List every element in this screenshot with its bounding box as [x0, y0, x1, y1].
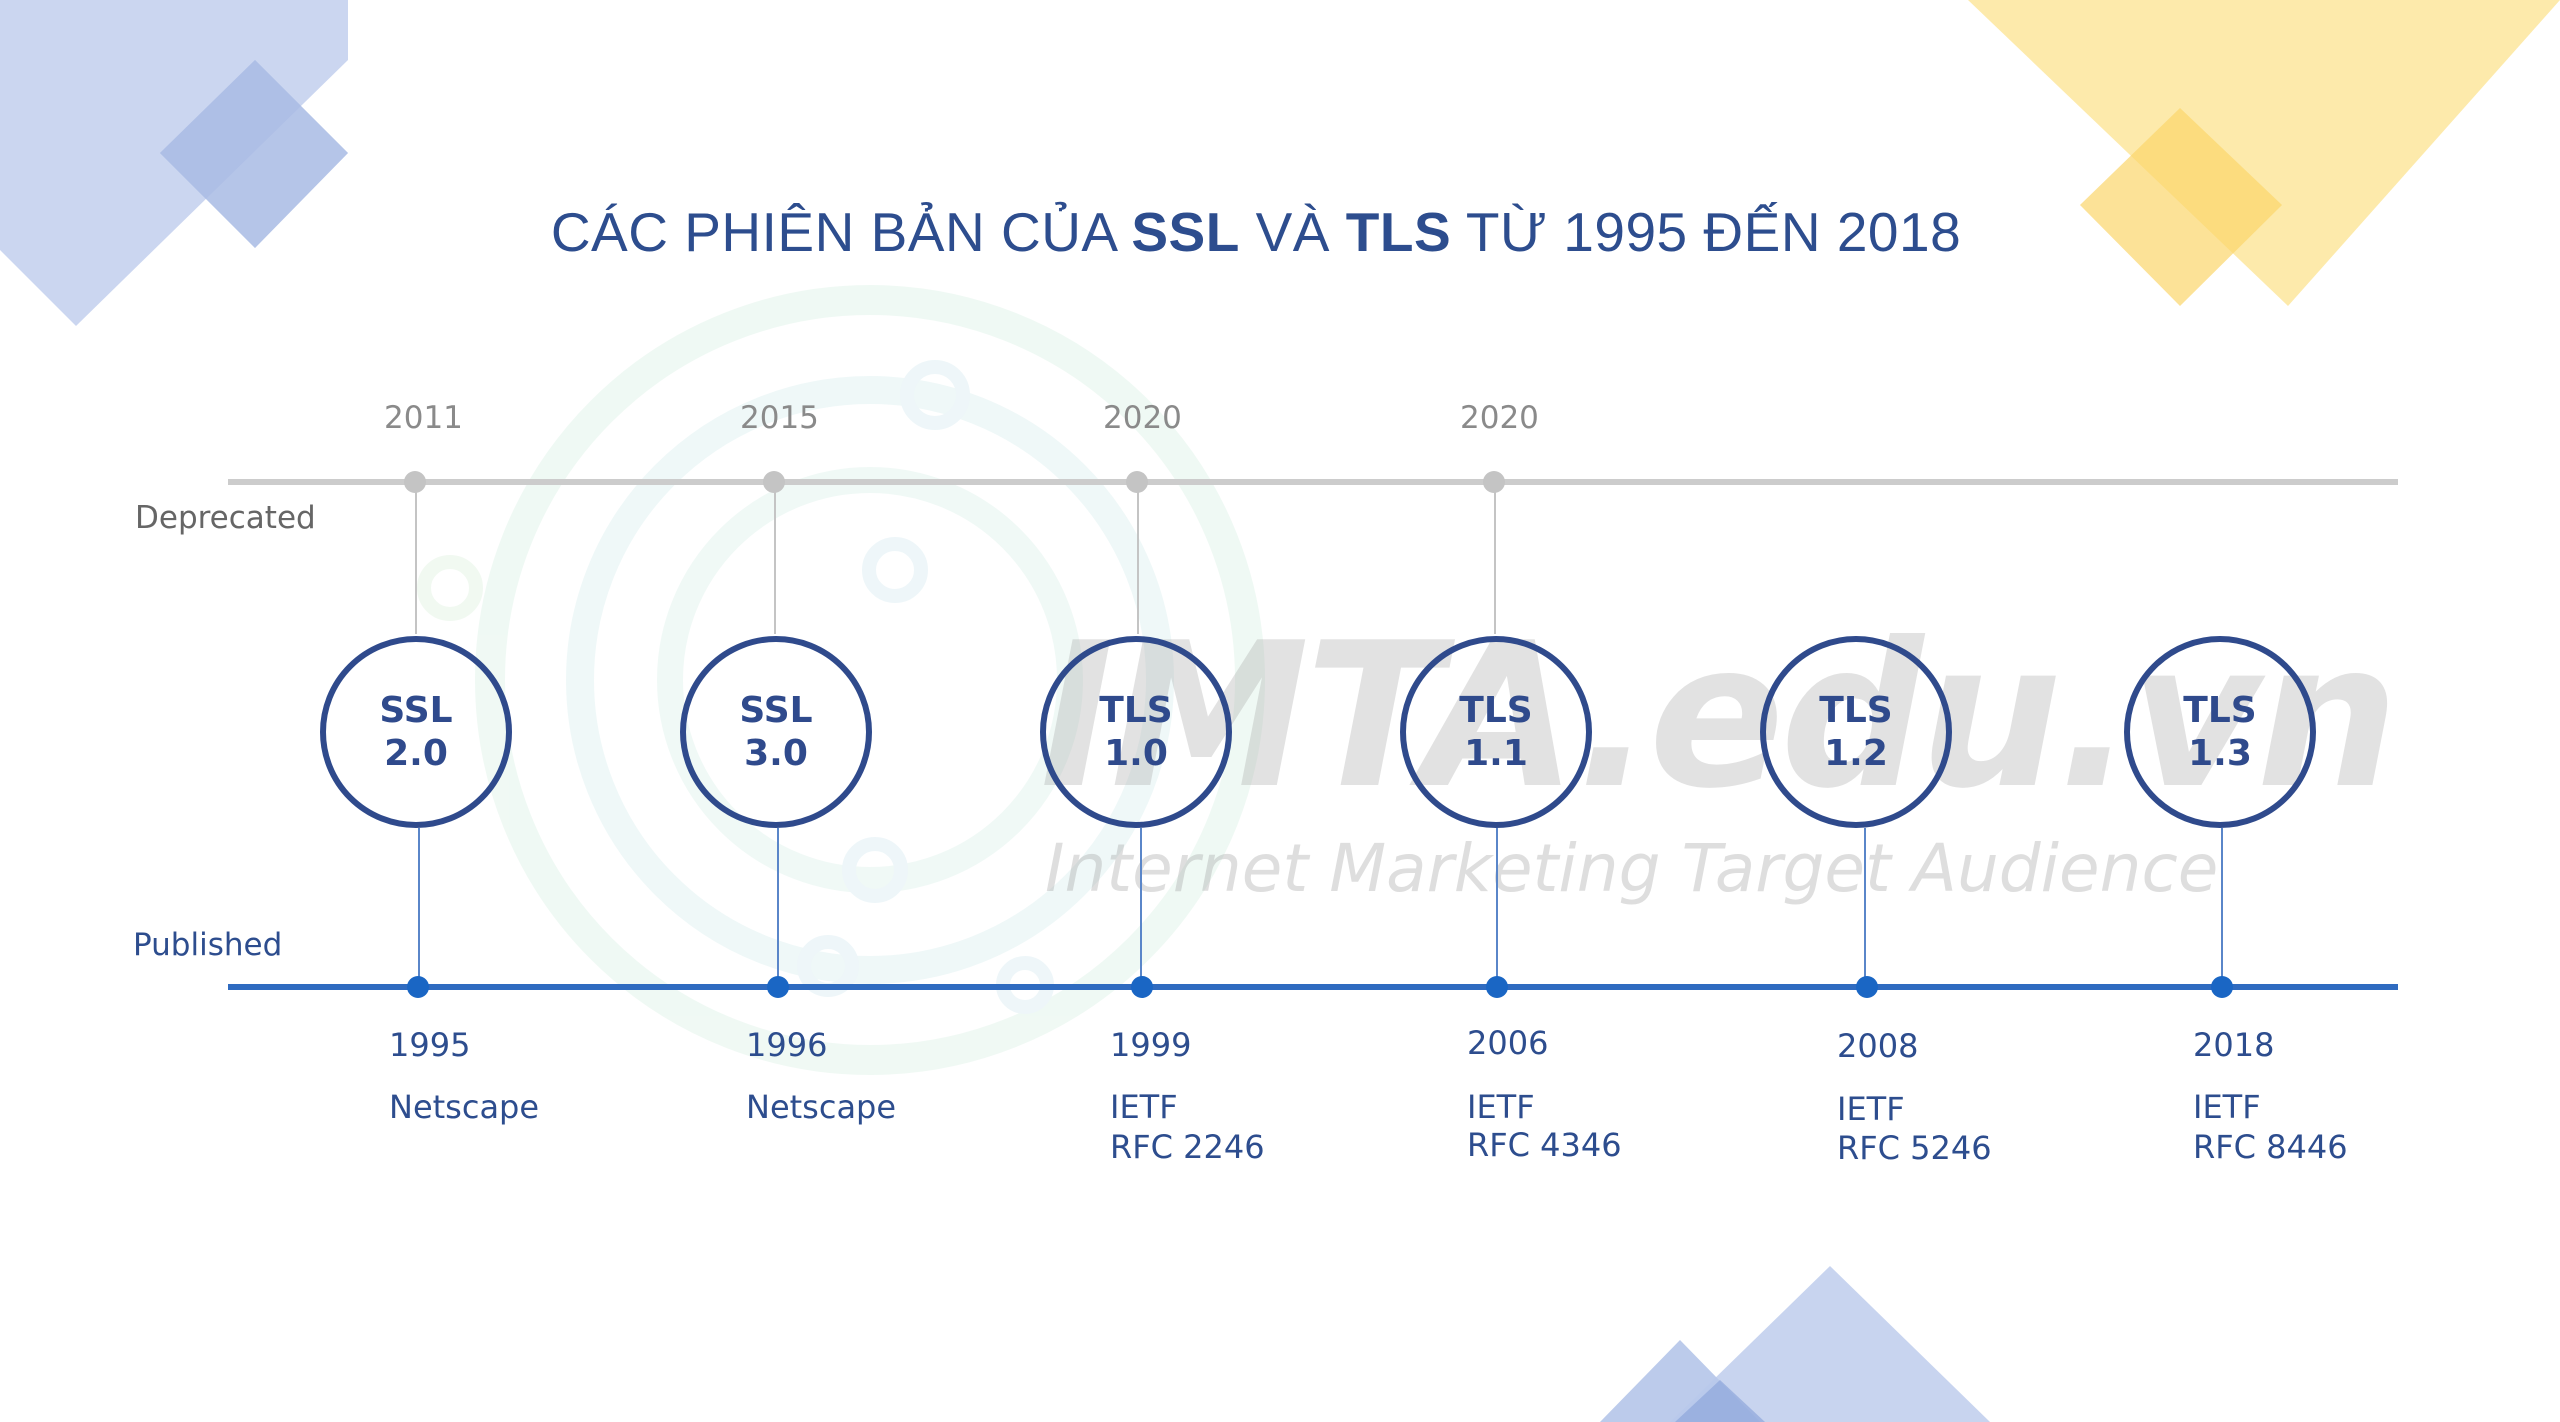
deprecated-marker: [404, 471, 426, 493]
published-marker: [407, 976, 429, 998]
published-marker: [2211, 976, 2233, 998]
published-marker: [1856, 976, 1878, 998]
published-year: 2008: [1837, 1027, 1919, 1065]
deprecated-year: 2011: [384, 400, 463, 436]
version-circle: TLS 1.0: [1040, 636, 1232, 828]
published-year: 1999: [1110, 1026, 1192, 1064]
version-circle: SSL 2.0: [320, 636, 512, 828]
version-circle: TLS 1.3: [2124, 636, 2316, 828]
version-circle: TLS 1.1: [1400, 636, 1592, 828]
publisher: Netscape: [746, 1088, 897, 1126]
publisher: Netscape: [389, 1088, 540, 1126]
deprecated-marker: [1126, 471, 1148, 493]
deprecated-year: 2020: [1460, 400, 1539, 436]
deprecated-label: Deprecated: [135, 500, 316, 536]
publisher: IETF: [1467, 1088, 1535, 1126]
rfc-number: RFC 8446: [2193, 1128, 2348, 1166]
deprecated-year: 2020: [1103, 400, 1182, 436]
deprecated-marker: [763, 471, 785, 493]
rfc-number: RFC 5246: [1837, 1129, 1992, 1167]
page-title: CÁC PHIÊN BẢN CỦA SSL VÀ TLS TỪ 1995 ĐẾN…: [550, 201, 1962, 263]
publisher: IETF: [1837, 1090, 1905, 1128]
version-circle: SSL 3.0: [680, 636, 872, 828]
deprecated-marker: [1483, 471, 1505, 493]
published-connector: [1864, 828, 1866, 988]
deprecated-connector: [1494, 482, 1496, 634]
published-label: Published: [133, 927, 283, 963]
published-connector: [2221, 828, 2223, 988]
publisher: IETF: [1110, 1088, 1178, 1126]
published-marker: [1486, 976, 1508, 998]
published-connector: [418, 828, 420, 988]
published-year: 1996: [746, 1026, 828, 1064]
version-circle: TLS 1.2: [1760, 636, 1952, 828]
published-year: 2006: [1467, 1024, 1549, 1062]
deprecated-year: 2015: [740, 400, 819, 436]
rfc-number: RFC 4346: [1467, 1126, 1622, 1164]
published-connector: [1140, 828, 1142, 988]
published-marker: [767, 976, 789, 998]
published-marker: [1131, 976, 1153, 998]
rfc-number: RFC 2246: [1110, 1128, 1265, 1166]
published-timeline: [228, 984, 2398, 990]
published-connector: [1496, 828, 1498, 988]
deprecated-connector: [774, 482, 776, 634]
publisher: IETF: [2193, 1088, 2261, 1126]
published-year: 1995: [389, 1026, 471, 1064]
watermark-tagline: Internet Marketing Target Audience: [1045, 830, 2219, 907]
deprecated-connector: [1137, 482, 1139, 634]
deprecated-connector: [415, 482, 417, 634]
deprecated-timeline: [228, 479, 2398, 485]
published-connector: [777, 828, 779, 988]
published-year: 2018: [2193, 1026, 2275, 1064]
